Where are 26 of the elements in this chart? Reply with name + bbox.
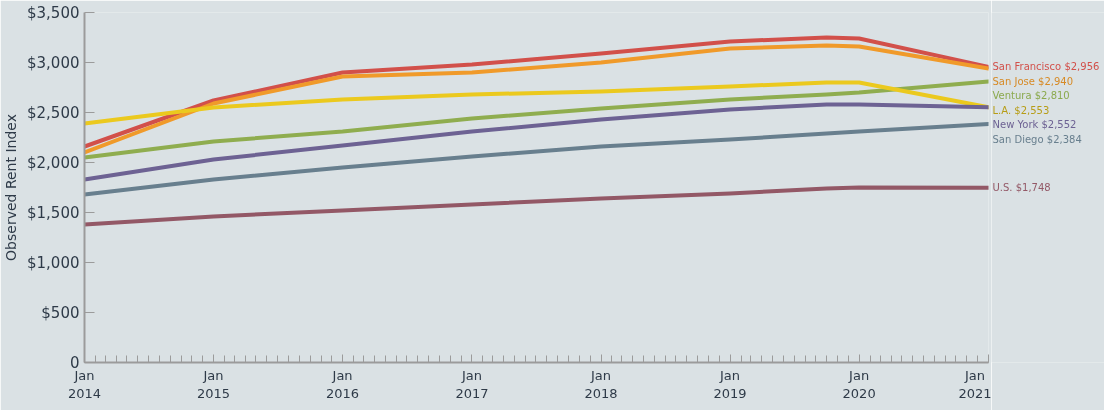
line-series [84, 102, 989, 182]
text: Ventura $2,810 [992, 90, 1070, 102]
line-series [84, 185, 989, 227]
text: U.S. $1,748 [992, 182, 1051, 194]
x-tick-label: Jan 2016 [326, 367, 360, 401]
y-tick-label: $3,000 [27, 53, 80, 72]
y-tick-label: $1,500 [27, 203, 80, 222]
text: San Jose $2,940 [992, 75, 1074, 87]
text: L.A. $2,553 [992, 104, 1050, 116]
x-tick-label: Jan 2021 [958, 367, 992, 401]
text: San Diego $2,384 [992, 133, 1082, 145]
text: San Francisco $2,956 [992, 61, 1100, 73]
line-series [84, 122, 989, 197]
x-tick-label: Jan 2020 [842, 367, 876, 401]
y-tick-label: $2,500 [27, 103, 80, 122]
y-tick-label: $1,000 [27, 253, 80, 272]
y-axis-title: Observed Rent Index [3, 114, 20, 261]
x-tick-label: Jan 2018 [584, 367, 618, 401]
x-tick-label: Jan 2019 [713, 367, 747, 401]
y-tick-label: $2,000 [27, 153, 80, 172]
x-tick-label: Jan 2017 [455, 367, 489, 401]
text: New York $2,552 [992, 119, 1077, 131]
y-tick-label: $3,500 [27, 3, 80, 22]
y-tick-label: $500 [41, 303, 80, 322]
line-series [84, 79, 989, 160]
x-tick-label: Jan 2015 [197, 367, 231, 401]
